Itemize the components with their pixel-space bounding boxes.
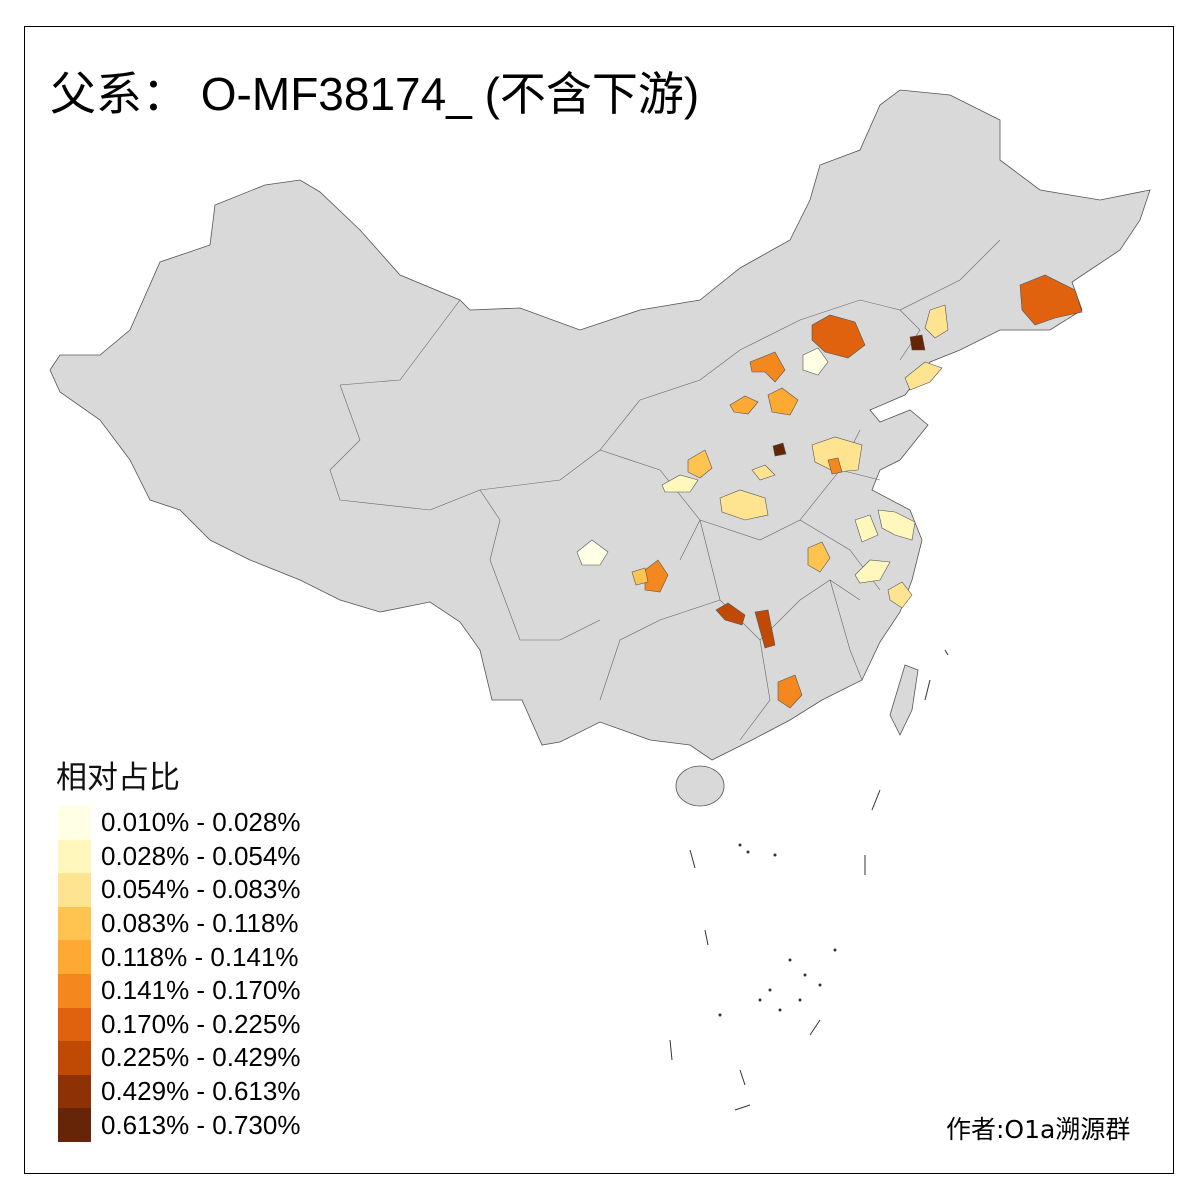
legend-item: 0.010% - 0.028% [58,806,300,840]
legend-item: 0.028% - 0.054% [58,839,301,874]
hainan-island [675,765,725,807]
legend-item: 0.225% - 0.429% [58,1041,300,1075]
region [749,351,786,383]
region [887,581,913,609]
legend-label: 0.083% - 0.118% [101,908,299,939]
map-title: 父系： O-MF38174_ (不含下游) [50,68,700,120]
province-borders [329,239,1001,741]
legend-title: 相对占比 [56,760,180,796]
legend-label: 0.054% - 0.083% [101,874,301,905]
legend-swatch [58,1074,91,1109]
legend-label: 0.028% - 0.054% [101,840,301,871]
region [576,539,609,566]
legend-item: 0.141% - 0.170% [58,973,301,1008]
highlighted-regions [576,274,1083,709]
author-credit: 作者:O1a溯源群 [946,1115,1131,1144]
legend-swatch [58,873,91,907]
legend-swatch [58,806,91,840]
legend-label: 0.613% - 0.730% [101,1109,301,1140]
region [811,314,866,359]
region [807,541,831,573]
region [729,395,759,415]
legend-item: 0.429% - 0.613% [58,1074,301,1109]
region [644,559,669,593]
region [827,457,843,475]
legend-label: 0.170% - 0.225% [101,1008,301,1039]
legend-item: 0.083% - 0.118% [58,906,300,941]
legend-label: 0.118% - 0.141% [101,941,299,972]
region [719,489,769,521]
region [661,474,699,493]
south-sea-islands [669,649,949,1111]
region [802,347,829,376]
region [772,442,787,457]
region [909,334,926,351]
legend-swatch [58,940,91,974]
region [715,602,746,626]
legend-item: 0.118% - 0.141% [58,940,300,974]
legend-item: 0.170% - 0.225% [58,1007,301,1042]
region [924,304,949,339]
legend-label: 0.429% - 0.613% [101,1076,301,1107]
region [767,387,799,416]
legend-swatch [58,973,91,1008]
south-sea-reef-dots [718,843,837,1017]
legend-swatch [58,1041,91,1075]
region [811,436,863,473]
legend-label: 0.010% - 0.028% [101,807,301,838]
china-mainland [49,89,1151,761]
legend-swatch [58,839,91,874]
region [751,464,776,481]
region [687,449,713,479]
legend-label: 0.141% - 0.170% [101,975,301,1006]
region [854,514,879,543]
legend: 0.010% - 0.028% 0.028% - 0.054% 0.054% -… [58,806,300,1142]
legend-swatch [58,906,91,941]
region [631,567,649,586]
legend-swatch [58,1007,91,1042]
region [754,609,776,649]
region [877,509,916,541]
taiwan-island [889,664,919,736]
legend-item: 0.054% - 0.083% [58,873,300,907]
region [777,674,803,709]
region [854,559,891,584]
region [1019,274,1083,326]
legend-label: 0.225% - 0.429% [101,1042,301,1073]
region [904,361,943,391]
legend-item: 0.613% - 0.730% [58,1108,300,1142]
legend-swatch [58,1108,91,1142]
